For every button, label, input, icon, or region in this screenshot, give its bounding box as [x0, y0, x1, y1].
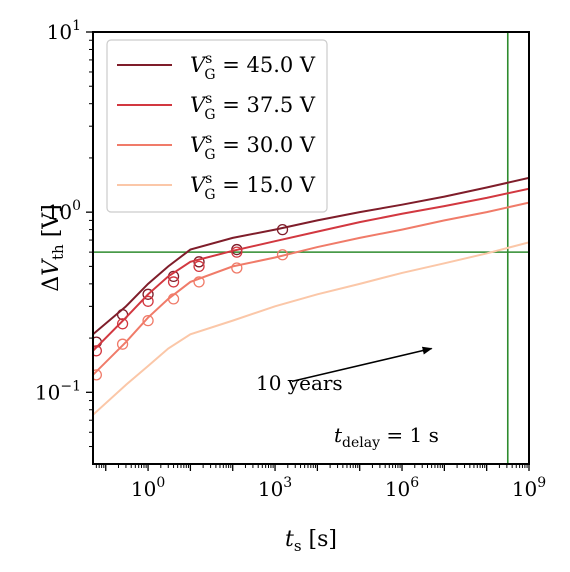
data-point: [231, 262, 243, 274]
y-tick-label: 10−1: [35, 378, 81, 404]
data-point: [142, 288, 154, 300]
legend-label: Vs G = 15.0 V: [190, 171, 316, 203]
legend-label: Vs G = 37.5 V: [190, 91, 316, 123]
y-tick-label: 101: [47, 18, 81, 44]
data-point: [93, 369, 102, 381]
legend-entry: Vs G = 15.0 V: [117, 171, 316, 203]
y-axis-label: ΔVth [V]: [39, 204, 67, 292]
series-4: [93, 241, 529, 416]
legend: Vs G = 45.0 V Vs G = 37.5 V Vs G = 30.0 V Vs G …: [106, 39, 328, 213]
data-point: [193, 260, 205, 273]
data-point: [142, 314, 154, 327]
series-2: [93, 187, 529, 357]
series-line: [93, 187, 529, 352]
series-line: [93, 241, 529, 416]
data-point: [116, 318, 129, 330]
data-point: [231, 246, 243, 258]
series-line: [93, 201, 529, 376]
data-point: [167, 293, 180, 305]
years-arrow: [291, 346, 433, 383]
ticks: 100 103 106 109 10−1 100 101: [35, 18, 546, 501]
annotations: 10 years tdelay = 1 s: [256, 346, 439, 451]
series-layer: [93, 176, 529, 416]
legend-entry: Vs G = 45.0 V: [117, 51, 316, 83]
x-tick-label: 106: [385, 475, 419, 501]
data-point: [276, 223, 289, 236]
series-3: [93, 201, 529, 381]
data-point: [193, 276, 205, 288]
axis-labels: ts [s] ΔVth [V]: [39, 204, 337, 555]
x-tick-label: 100: [131, 475, 165, 501]
data-point: [276, 249, 289, 261]
delay-label: tdelay = 1 s: [334, 423, 439, 451]
legend-box: [106, 39, 328, 213]
y-tick-label: 100: [47, 198, 81, 224]
data-point: [93, 345, 102, 357]
data-point: [116, 338, 129, 350]
x-axis-label: ts [s]: [285, 527, 337, 555]
data-point: [142, 295, 154, 307]
series-line: [93, 176, 529, 336]
data-point: [167, 276, 180, 288]
legend-entry: Vs G = 30.0 V: [117, 131, 316, 163]
legend-label: Vs G = 30.0 V: [190, 131, 316, 163]
x-tick-label: 109: [512, 475, 546, 501]
legend-entry: Vs G = 37.5 V: [117, 91, 316, 123]
years-label: 10 years: [256, 371, 343, 395]
legend-label: Vs G = 45.0 V: [190, 51, 316, 83]
x-tick-label: 103: [258, 475, 292, 501]
